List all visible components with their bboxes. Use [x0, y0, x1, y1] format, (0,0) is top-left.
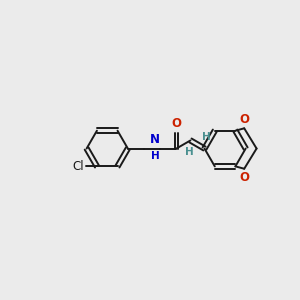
Text: N: N [150, 134, 160, 146]
Text: H: H [151, 151, 160, 160]
Text: Cl: Cl [73, 160, 84, 173]
Text: O: O [239, 171, 250, 184]
Text: H: H [202, 132, 210, 142]
Text: O: O [171, 117, 182, 130]
Text: H: H [184, 147, 194, 157]
Text: O: O [239, 113, 250, 126]
